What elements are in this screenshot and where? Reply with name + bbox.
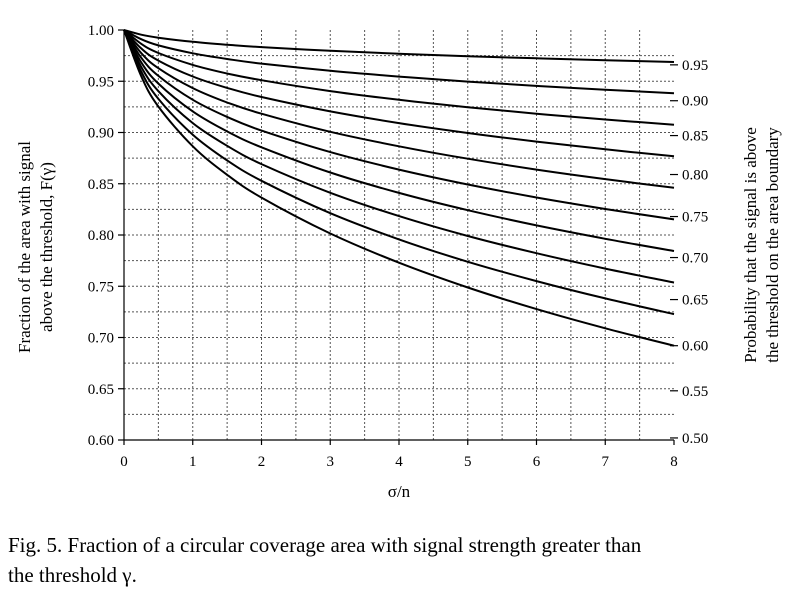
series-line <box>123 29 675 347</box>
x-tick-label: 3 <box>327 454 335 470</box>
right-tick-label: 0.75 <box>682 210 708 226</box>
x-tick-label: 8 <box>670 454 678 470</box>
y-tick-label: 0.60 <box>88 433 114 449</box>
chart: 0.60 0.65 0.70 0.75 0.80 0.85 0.90 0.95 1.00 0 1 2 3… <box>15 23 782 501</box>
right-axis-title-line-1: Probability that the signal is above <box>741 127 760 363</box>
right-tick-label: 0.70 <box>682 251 708 267</box>
series-line <box>123 29 675 158</box>
axes <box>118 29 678 445</box>
y-axis-title-line-2: above the threshold, F(γ) <box>37 162 56 332</box>
y-tick-label: 0.70 <box>88 331 114 347</box>
x-tick-label: 0 <box>120 454 128 470</box>
x-tick-label: 4 <box>395 454 403 470</box>
x-tick-label: 2 <box>258 454 266 470</box>
y-tick-label: 1.00 <box>88 23 114 39</box>
x-tick-label: 1 <box>189 454 197 470</box>
y-tick-label: 0.75 <box>88 279 114 295</box>
grid <box>124 30 674 440</box>
caption-line-1: Fig. 5. Fraction of a circular coverage … <box>8 533 642 557</box>
series-line <box>123 29 675 316</box>
series-line <box>123 29 675 252</box>
series-line <box>123 29 675 189</box>
right-tick-label: 0.80 <box>682 168 708 184</box>
series-line <box>123 29 675 221</box>
x-tick-label: 5 <box>464 454 472 470</box>
right-axis-title-line-2: the threshold on the area boundary <box>763 127 782 363</box>
y-tick-label: 0.80 <box>88 228 114 244</box>
series-line <box>123 29 675 95</box>
curves <box>123 29 675 347</box>
x-tick-label: 7 <box>602 454 610 470</box>
y-tick-label: 0.90 <box>88 126 114 142</box>
chart-svg: 0.60 0.65 0.70 0.75 0.80 0.85 0.90 0.95 1.00 0 1 2 3… <box>15 23 782 501</box>
right-tick-label: 0.95 <box>682 58 708 74</box>
y-tick-label: 0.95 <box>88 74 114 90</box>
right-tick-label: 0.90 <box>682 94 708 110</box>
y-tick-label: 0.65 <box>88 382 114 398</box>
right-tick-label: 0.50 <box>682 431 708 447</box>
y-axis-title-line-1: Fraction of the area with signal <box>15 141 34 353</box>
labels: 0.60 0.65 0.70 0.75 0.80 0.85 0.90 0.95 1.00 0 1 2 3… <box>15 23 782 501</box>
figure-caption: Fig. 5. Fraction of a circular coverage … <box>8 530 798 590</box>
x-axis-title: σ/n <box>388 482 411 501</box>
right-tick-label: 0.85 <box>682 129 708 145</box>
x-tick-label: 6 <box>533 454 541 470</box>
right-tick-label: 0.65 <box>682 293 708 309</box>
right-tick-label: 0.55 <box>682 384 708 400</box>
series-line <box>123 29 675 284</box>
series-line <box>123 29 675 63</box>
series-line <box>123 29 675 126</box>
right-tick-label: 0.60 <box>682 339 708 355</box>
caption-line-2: the threshold γ. <box>8 563 137 587</box>
y-tick-label: 0.85 <box>88 177 114 193</box>
